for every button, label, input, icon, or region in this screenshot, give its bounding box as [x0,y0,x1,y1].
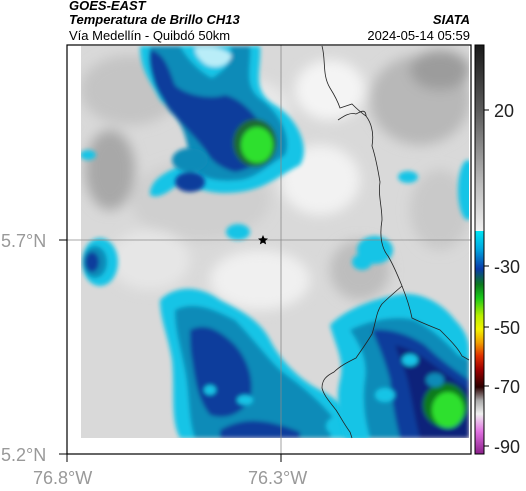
lon-tick-label: 76.8°W [33,468,92,488]
cloud-blobs-small [81,148,469,286]
plot-frame [66,44,472,455]
location-label: Vía Medellín - Quibdó 50km [69,28,231,43]
cloud-band-south [160,288,370,438]
lat-tick-label: 5.7°N [1,231,46,251]
star-icon [258,235,268,245]
brightness-temperature-field [81,46,469,438]
product-title: Temperatura de Brillo CH13 [69,12,240,27]
colorbar-frame [474,44,485,455]
cloud-band-southeast [330,293,469,438]
colorbar-tick-label: 20 [494,101,514,121]
organization-label: SIATA [432,12,470,27]
cloud-band-north [140,46,304,197]
satellite-title: GOES-EAST [69,0,146,13]
colorbar-tick-label: -50 [494,318,520,338]
lon-tick-label: 76.3°W [248,468,307,488]
colorbar-tick-label: -70 [494,377,520,397]
colorbar-tick-label: -90 [494,437,520,457]
colorbar-tick-label: -30 [494,257,520,277]
department-border-east [321,45,470,361]
colorbar-cold-segment [475,231,484,454]
department-border-north-notch [337,110,367,121]
colorbar-warm-segment [475,45,484,231]
colorbar: 20 -30 -50 -70 -90 [474,44,520,457]
datetime-label: 2024-05-14 05:59 [367,28,470,43]
department-border-south [321,285,403,439]
lat-tick-label: 5.2°N [1,445,46,465]
